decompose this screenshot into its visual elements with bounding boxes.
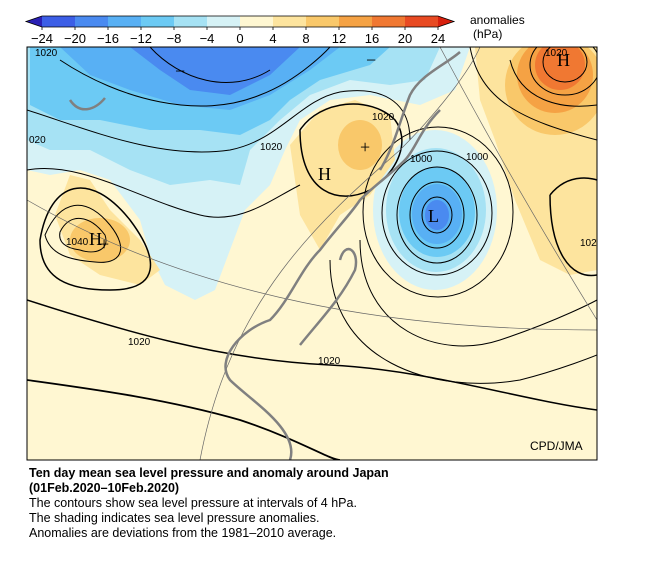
contour-label: 1020: [545, 48, 568, 59]
high-marker: H: [557, 50, 570, 70]
colorbar-bin: [207, 16, 240, 27]
colorbar-bin: [306, 16, 339, 27]
colorbar-tick-label: 12: [332, 31, 346, 46]
colorbar: −24 −20 −16 −12 −8 −4 0 4 8 12 16 20 24: [24, 15, 456, 46]
low-marker: L: [428, 206, 439, 226]
colorbar-tick-label: 8: [302, 31, 309, 46]
caption-line: The shading indicates sea level pressure…: [29, 511, 320, 525]
map: [27, 47, 597, 460]
anomaly-area: [130, 47, 300, 95]
anomaly-area: [338, 120, 382, 170]
colorbar-bin: [42, 16, 75, 27]
anomaly-area: [535, 47, 585, 90]
colorbar-bin: [405, 16, 438, 27]
map-frame: [26, 46, 598, 461]
colorbar-tick-label: −12: [130, 31, 152, 46]
contours: [27, 47, 597, 460]
contour-label: 1020: [372, 112, 395, 123]
colorbar-bin: [174, 16, 207, 27]
coastline: [68, 51, 461, 460]
colorbar-tick-label: 4: [269, 31, 276, 46]
colorbar-bin: [141, 16, 174, 27]
contour-label: 1000: [466, 152, 489, 163]
minus-marker: −: [366, 50, 376, 70]
caption: Ten day mean sea level pressure and anom…: [29, 466, 389, 541]
caption-period: (01Feb.2020–10Feb.2020): [29, 481, 180, 495]
contour-label: 1020: [318, 356, 341, 367]
colorbar-tick-label: −8: [167, 31, 182, 46]
colorbar-bin: [240, 16, 273, 27]
colorbar-tick-label: 0: [236, 31, 243, 46]
colorbar-under: [26, 16, 42, 27]
colorbar-tick-label: −20: [64, 31, 86, 46]
colorbar-bin: [339, 16, 372, 27]
minus-marker: −: [175, 61, 185, 81]
contour-label: 020: [29, 135, 46, 146]
high-marker: H: [318, 164, 331, 184]
contour-label: 102: [580, 238, 597, 249]
colorbar-tick-label: 24: [431, 31, 445, 46]
colorbar-bin: [108, 16, 141, 27]
contour-label: 1020: [35, 48, 58, 59]
map-figure: −24 −20 −16 −12 −8 −4 0 4 8 12 16 20 24 anomalies (h…: [24, 13, 598, 461]
contour-label: 1020: [128, 337, 151, 348]
colorbar-tick-label: 16: [365, 31, 379, 46]
colorbar-bin: [75, 16, 108, 27]
colorbar-tick-label: −24: [31, 31, 53, 46]
colorbar-over: [438, 16, 454, 27]
colorbar-unit: (hPa): [473, 27, 502, 41]
caption-title: Ten day mean sea level pressure and anom…: [29, 466, 389, 480]
colorbar-tick-label: −4: [200, 31, 215, 46]
colorbar-bin: [273, 16, 306, 27]
colorbar-tick-label: 20: [398, 31, 412, 46]
caption-line: Anomalies are deviations from the 1981–2…: [29, 526, 337, 540]
caption-line: The contours show sea level pressure at …: [29, 496, 357, 510]
colorbar-title: anomalies: [470, 13, 525, 27]
anomaly-area: [425, 200, 449, 230]
credit: CPD/JMA: [530, 439, 583, 453]
contour-label: 1000: [410, 154, 433, 165]
contour-label: 1040: [66, 237, 89, 248]
colorbar-bin: [372, 16, 405, 27]
colorbar-tick-label: −16: [97, 31, 119, 46]
plus-marker: +: [99, 234, 109, 254]
high-marker: H: [89, 229, 102, 249]
contour-label: 1020: [260, 142, 283, 153]
plus-marker: +: [360, 137, 370, 157]
